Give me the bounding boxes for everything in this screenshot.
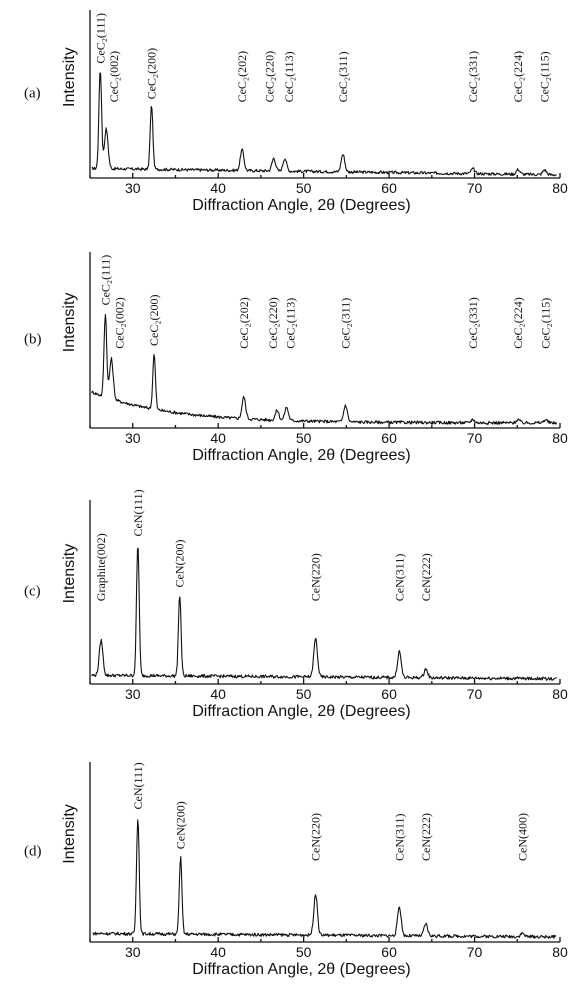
y-axis-label: Intensity bbox=[61, 47, 78, 107]
y-axis-label: Intensity bbox=[61, 544, 78, 604]
peak-label: CeN(220) bbox=[309, 553, 323, 601]
peak-label: CeN(400) bbox=[515, 813, 529, 861]
peak-label: CeC₂(002) bbox=[107, 51, 121, 103]
x-axis-label: Diffraction Angle, 2θ (Degrees) bbox=[192, 703, 410, 720]
peak-label: CeC₂(224) bbox=[511, 297, 525, 349]
x-tick-label: 80 bbox=[552, 944, 568, 960]
x-tick-label: 40 bbox=[210, 180, 226, 196]
x-tick-label: 60 bbox=[381, 686, 397, 702]
peak-label: CeC₂(331) bbox=[466, 51, 480, 103]
x-axis-label: Diffraction Angle, 2θ (Degrees) bbox=[192, 961, 410, 978]
peak-label: CeC₂(224) bbox=[511, 51, 525, 103]
diffraction-trace bbox=[91, 547, 557, 681]
x-tick-label: 70 bbox=[467, 944, 483, 960]
peak-label: CeC₂(220) bbox=[266, 297, 280, 349]
peak-label: CeC₂(220) bbox=[263, 51, 277, 103]
x-tick-label: 30 bbox=[125, 430, 141, 446]
y-axis-label: Intensity bbox=[61, 293, 78, 353]
panel-label: (a) bbox=[24, 85, 41, 101]
peak-label: CeN(111) bbox=[131, 762, 145, 809]
x-tick-label: 40 bbox=[210, 686, 226, 702]
x-tick-label: 40 bbox=[210, 430, 226, 446]
peak-label: CeC₂(113) bbox=[284, 298, 298, 349]
x-tick-label: 50 bbox=[296, 180, 312, 196]
panel-c: 30 40 50 60 70 80 Intensity Diffraction Angle, … bbox=[24, 489, 568, 720]
peak-label: CeC₂(002) bbox=[112, 297, 126, 349]
x-tick-label: 40 bbox=[210, 944, 226, 960]
diffraction-trace bbox=[91, 72, 557, 177]
peak-label: CeC₂(111) bbox=[98, 255, 112, 306]
diffraction-trace bbox=[91, 313, 558, 425]
x-tick-label: 70 bbox=[467, 180, 483, 196]
diffraction-trace bbox=[92, 819, 557, 939]
panel-label: (c) bbox=[24, 584, 41, 600]
peak-label: CeN(220) bbox=[309, 813, 323, 861]
x-tick-label: 30 bbox=[125, 944, 141, 960]
peak-label: CeC₂(200) bbox=[147, 294, 161, 346]
peak-label: CeC₂(200) bbox=[145, 48, 159, 100]
peak-label: CeN(222) bbox=[419, 813, 433, 861]
x-tick-label: 30 bbox=[125, 180, 141, 196]
peak-label: CeN(222) bbox=[419, 553, 433, 601]
peak-label: CeC₂(331) bbox=[466, 297, 480, 349]
x-tick-label: 80 bbox=[552, 686, 568, 702]
panel-b: 30 40 50 60 70 80 Intensity Diffraction Angle, … bbox=[24, 252, 568, 464]
peak-label: CeN(111) bbox=[131, 489, 145, 536]
panel-a: 30 40 50 60 70 80 Intensity Diffraction Angle, … bbox=[24, 10, 568, 214]
y-axis-label: Intensity bbox=[61, 804, 78, 864]
peak-label: CeC₂(111) bbox=[93, 13, 107, 64]
peak-label: CeC₂(113) bbox=[282, 51, 296, 102]
peak-label: CeC₂(115) bbox=[539, 298, 553, 349]
peak-label: CeC₂(115) bbox=[538, 51, 552, 102]
peak-label: CeC₂(311) bbox=[336, 51, 350, 102]
peak-label: CeC₂(311) bbox=[339, 298, 353, 349]
panel-label: (b) bbox=[24, 332, 42, 348]
peak-label: CeN(311) bbox=[392, 813, 406, 861]
x-tick-label: 80 bbox=[552, 180, 568, 196]
x-tick-label: 60 bbox=[381, 430, 397, 446]
x-tick-label: 70 bbox=[467, 686, 483, 702]
x-axis-label: Diffraction Angle, 2θ (Degrees) bbox=[192, 197, 410, 214]
x-tick-label: 70 bbox=[467, 430, 483, 446]
x-tick-label: 50 bbox=[296, 686, 312, 702]
peak-label: CeN(311) bbox=[392, 554, 406, 602]
x-tick-label: 50 bbox=[296, 430, 312, 446]
peak-label: Graphite(002) bbox=[94, 533, 108, 601]
peak-label: CeN(200) bbox=[173, 540, 187, 588]
x-axis-label: Diffraction Angle, 2θ (Degrees) bbox=[192, 447, 410, 464]
x-tick-label: 60 bbox=[381, 944, 397, 960]
peak-label: CeN(200) bbox=[174, 801, 188, 849]
x-tick-label: 60 bbox=[381, 180, 397, 196]
peak-label: CeC₂(202) bbox=[237, 297, 251, 349]
x-tick-label: 80 bbox=[552, 430, 568, 446]
panel-d: 30 40 50 60 70 80 Intensity Diffraction Angle, … bbox=[24, 762, 568, 978]
x-tick-label: 30 bbox=[125, 686, 141, 702]
peak-label: CeC₂(202) bbox=[235, 51, 249, 103]
panel-label: (d) bbox=[24, 844, 42, 860]
x-tick-label: 50 bbox=[296, 944, 312, 960]
